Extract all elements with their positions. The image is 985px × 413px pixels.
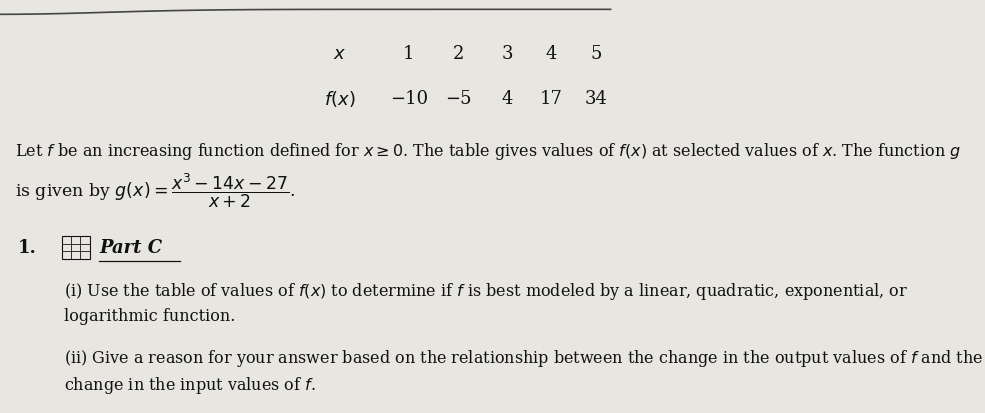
Text: $x$: $x$ <box>333 45 347 63</box>
Text: 1: 1 <box>403 45 415 63</box>
Text: 4: 4 <box>501 90 513 108</box>
Text: −10: −10 <box>390 90 427 108</box>
Text: 34: 34 <box>584 90 608 108</box>
Text: Let $f$ be an increasing function defined for $x \geq 0$. The table gives values: Let $f$ be an increasing function define… <box>15 140 960 161</box>
Text: 1.: 1. <box>18 239 36 257</box>
Text: (ii) Give a reason for your answer based on the relationship between the change : (ii) Give a reason for your answer based… <box>64 347 983 368</box>
Text: 3: 3 <box>501 45 513 63</box>
Text: change in the input values of $f$.: change in the input values of $f$. <box>64 374 316 394</box>
Text: 5: 5 <box>590 45 602 63</box>
Text: 2: 2 <box>452 45 464 63</box>
Text: $f(x)$: $f(x)$ <box>324 89 356 109</box>
Bar <box>62 237 90 259</box>
Text: logarithmic function.: logarithmic function. <box>64 307 235 325</box>
Text: 4: 4 <box>546 45 558 63</box>
Text: Part C: Part C <box>99 239 163 257</box>
Text: is given by $g(x) = \dfrac{x^3-14x-27}{x+2}$.: is given by $g(x) = \dfrac{x^3-14x-27}{x… <box>15 171 295 209</box>
Text: 17: 17 <box>540 90 563 108</box>
Text: −5: −5 <box>445 90 471 108</box>
Text: (i) Use the table of values of $f(x)$ to determine if $f$ is best modeled by a l: (i) Use the table of values of $f(x)$ to… <box>64 281 908 301</box>
